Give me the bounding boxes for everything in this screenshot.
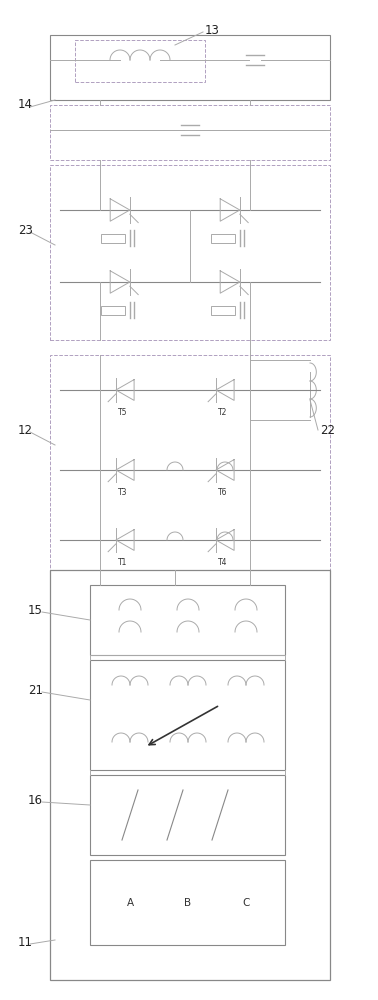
Bar <box>75 40 205 82</box>
Bar <box>211 233 235 242</box>
Bar <box>101 233 125 242</box>
Bar <box>50 165 330 340</box>
Text: T3: T3 <box>118 488 128 497</box>
Bar <box>101 306 125 314</box>
Bar <box>90 860 285 945</box>
Text: 15: 15 <box>28 603 43 616</box>
Text: A: A <box>126 898 133 908</box>
Text: T2: T2 <box>218 408 228 417</box>
Text: C: C <box>242 898 250 908</box>
Bar <box>90 775 285 855</box>
Text: 23: 23 <box>18 224 33 236</box>
Bar <box>50 35 330 100</box>
Text: T4: T4 <box>218 558 228 567</box>
Text: 22: 22 <box>320 424 335 436</box>
Bar <box>50 355 330 570</box>
Bar <box>211 306 235 314</box>
Text: 16: 16 <box>28 794 43 806</box>
Text: 11: 11 <box>18 936 33 948</box>
Bar <box>90 660 285 770</box>
Text: T6: T6 <box>218 488 228 497</box>
Text: 13: 13 <box>205 23 220 36</box>
Bar <box>50 570 330 980</box>
Text: T1: T1 <box>118 558 128 567</box>
Text: 21: 21 <box>28 684 43 696</box>
Text: T5: T5 <box>118 408 128 417</box>
Text: B: B <box>184 898 192 908</box>
Bar <box>50 105 330 160</box>
Bar <box>90 585 285 655</box>
Text: 14: 14 <box>18 99 33 111</box>
Text: 12: 12 <box>18 424 33 436</box>
